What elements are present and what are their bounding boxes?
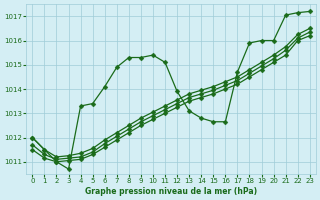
X-axis label: Graphe pression niveau de la mer (hPa): Graphe pression niveau de la mer (hPa) (85, 187, 257, 196)
